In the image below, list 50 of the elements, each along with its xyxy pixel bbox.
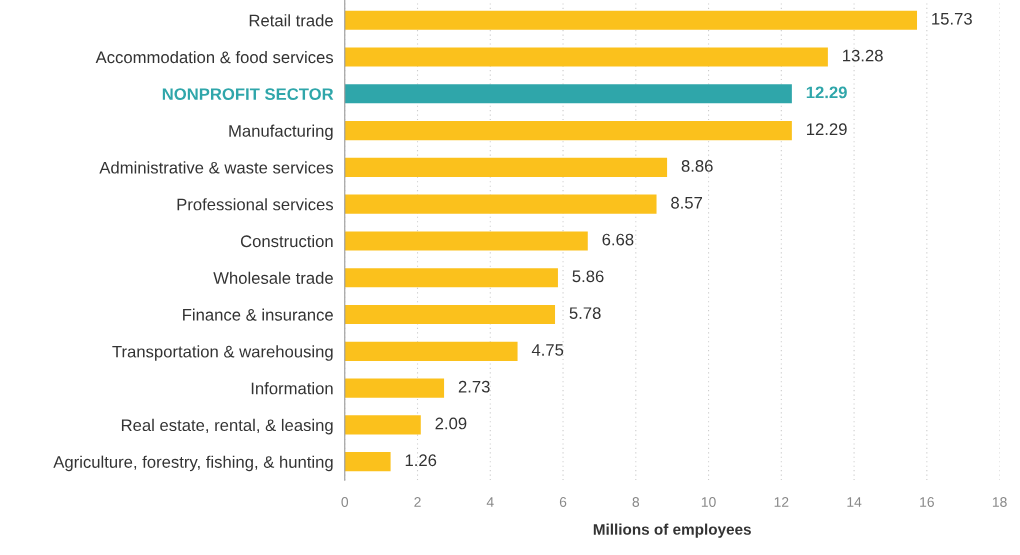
x-tick-label: 6 [559, 497, 567, 507]
bar [344, 10, 918, 30]
bar [344, 378, 445, 398]
y-tick-label: Agriculture, forestry, fishing, & hunting [53, 455, 333, 472]
data-label: 2.09 [435, 417, 467, 430]
x-tick-label: 14 [847, 497, 862, 507]
y-tick-label: Manufacturing [229, 124, 333, 141]
bar [344, 157, 668, 177]
bar [344, 452, 391, 472]
data-label: 15.73 [932, 12, 972, 25]
data-label: 2.73 [458, 380, 490, 393]
bar [344, 304, 556, 325]
x-tick-label: 16 [920, 497, 934, 507]
bar [344, 194, 657, 214]
bar [344, 121, 792, 141]
data-label: 1.26 [405, 454, 437, 467]
data-label: 8.57 [671, 196, 703, 209]
y-tick-label: Finance & insurance [183, 308, 333, 321]
y-tick-label: Wholesale trade [213, 271, 333, 284]
y-tick-label: Administrative & waste services [99, 161, 334, 174]
data-label: 5.86 [572, 270, 604, 283]
x-tick-label: 18 [992, 497, 1007, 507]
y-tick-label: Transportation & warehousing [112, 345, 333, 361]
bar [344, 47, 828, 67]
data-label: 12.29 [806, 86, 847, 99]
y-tick-label: NONPROFIT SECTOR [162, 88, 334, 101]
x-tick-label: 2 [414, 497, 421, 507]
data-label: 13.28 [843, 49, 883, 62]
y-tick-label: Information [251, 382, 333, 395]
y-tick-label: Construction [240, 234, 333, 248]
x-tick-label: 10 [701, 497, 716, 507]
y-tick-label: Professional services [177, 198, 334, 211]
x-tick-label: 0 [341, 497, 349, 507]
bar [344, 341, 518, 361]
data-label: 5.78 [569, 307, 601, 320]
y-tick-label: Accommodation & food services [95, 50, 334, 64]
bar [344, 415, 421, 435]
bar [344, 268, 558, 288]
bar [344, 84, 792, 104]
data-label: 8.86 [681, 160, 713, 172]
data-label: 12.29 [807, 123, 847, 136]
x-tick-label: 12 [774, 497, 789, 507]
x-tick-label: 4 [486, 497, 494, 507]
y-tick-label: Real estate, rental, & leasing [121, 418, 333, 435]
y-tick-label: Retail trade [249, 14, 333, 27]
x-axis-title: Millions of employees [593, 523, 751, 538]
data-label: 6.68 [602, 233, 634, 246]
bar [344, 231, 588, 251]
data-label: 4.75 [531, 344, 564, 356]
x-tick-label: 8 [632, 497, 640, 507]
